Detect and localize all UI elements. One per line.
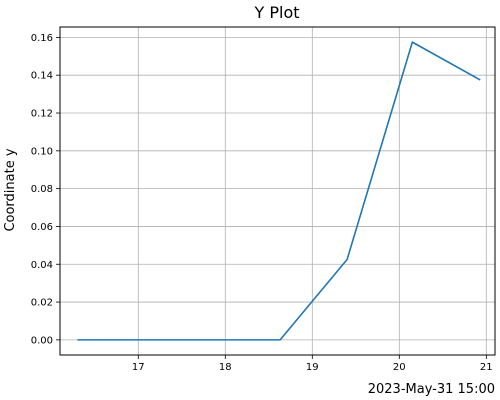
y-tick-label: 0.16 [31,33,53,44]
x-tick-label: 21 [480,362,493,373]
y-tick-label: 0.12 [31,109,53,120]
y-tick-label: 0.00 [31,335,53,346]
plot-frame [59,26,496,356]
chart-title: Y Plot [253,3,299,22]
axis-ticks: 17 18 19 20 21 0.00 0.02 0.04 0.06 0.08 0.10 0.12 0.… [31,33,493,373]
y-tick-label: 0.04 [31,260,53,271]
y-tick-label: 0.06 [31,222,53,233]
y-tick-label: 0.02 [31,298,53,309]
series-line [77,41,481,341]
y-tick-label: 0.14 [31,71,53,82]
x-tick-label: 19 [306,362,319,373]
y-tick-label: 0.10 [31,146,53,157]
y-tick-label: 0.08 [31,184,53,195]
x-tick-label: 17 [132,362,145,373]
series-layer [77,41,481,341]
grid-lines [60,27,495,355]
y-axis-label: Coordinate y [3,148,18,231]
x-tick-label: 20 [393,362,406,373]
x-axis-offset-label: 2023-May-31 15:00 [368,382,495,397]
x-tick-label: 18 [219,362,232,373]
